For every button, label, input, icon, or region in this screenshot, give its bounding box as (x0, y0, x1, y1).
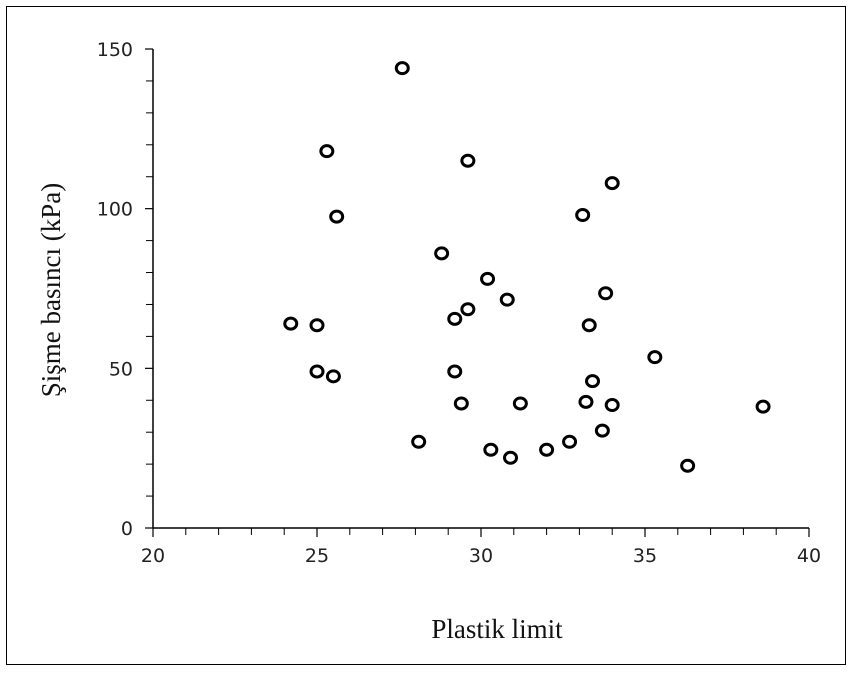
data-point (329, 209, 345, 224)
data-point (578, 394, 594, 409)
x-tick-label: 20 (141, 545, 165, 567)
data-point (319, 144, 335, 159)
data-point (411, 434, 427, 449)
y-tick-label: 0 (121, 518, 133, 540)
data-point (325, 369, 341, 384)
data-point (512, 396, 528, 411)
y-tick-label: 50 (109, 358, 133, 380)
data-point (480, 271, 496, 286)
x-tick-label: 40 (797, 545, 821, 567)
data-point (309, 364, 325, 379)
data-point (460, 153, 476, 168)
y-tick-label: 150 (97, 39, 133, 61)
data-point (647, 350, 663, 365)
data-point (575, 208, 591, 223)
data-point (594, 423, 610, 438)
y-tick-label: 100 (97, 199, 133, 221)
data-points (283, 61, 771, 473)
data-point (483, 442, 499, 457)
data-point (604, 398, 620, 413)
data-point (598, 286, 614, 301)
data-point (680, 458, 696, 473)
ticks: 20 25 30 35 40 0 50 100 150 (97, 39, 821, 567)
x-axis-label: Plastik limit (431, 614, 563, 644)
data-point (499, 292, 515, 307)
axes (152, 49, 809, 529)
y-axis-label: Şişme basıncı (kPa) (36, 183, 66, 397)
data-point (503, 450, 519, 465)
x-tick-label: 30 (469, 545, 493, 567)
data-point (447, 364, 463, 379)
data-point (755, 399, 771, 414)
data-point (394, 61, 410, 76)
data-point (539, 442, 555, 457)
data-point (562, 434, 578, 449)
data-point (309, 318, 325, 333)
x-tick-label: 25 (305, 545, 329, 567)
data-point (447, 311, 463, 326)
data-point (453, 396, 469, 411)
data-point (581, 318, 597, 333)
data-point (585, 374, 601, 389)
data-point (283, 316, 299, 331)
data-point (460, 302, 476, 317)
chart-frame (6, 6, 846, 665)
x-tick-label: 35 (633, 545, 657, 567)
data-point (604, 176, 620, 191)
data-point (434, 246, 450, 261)
